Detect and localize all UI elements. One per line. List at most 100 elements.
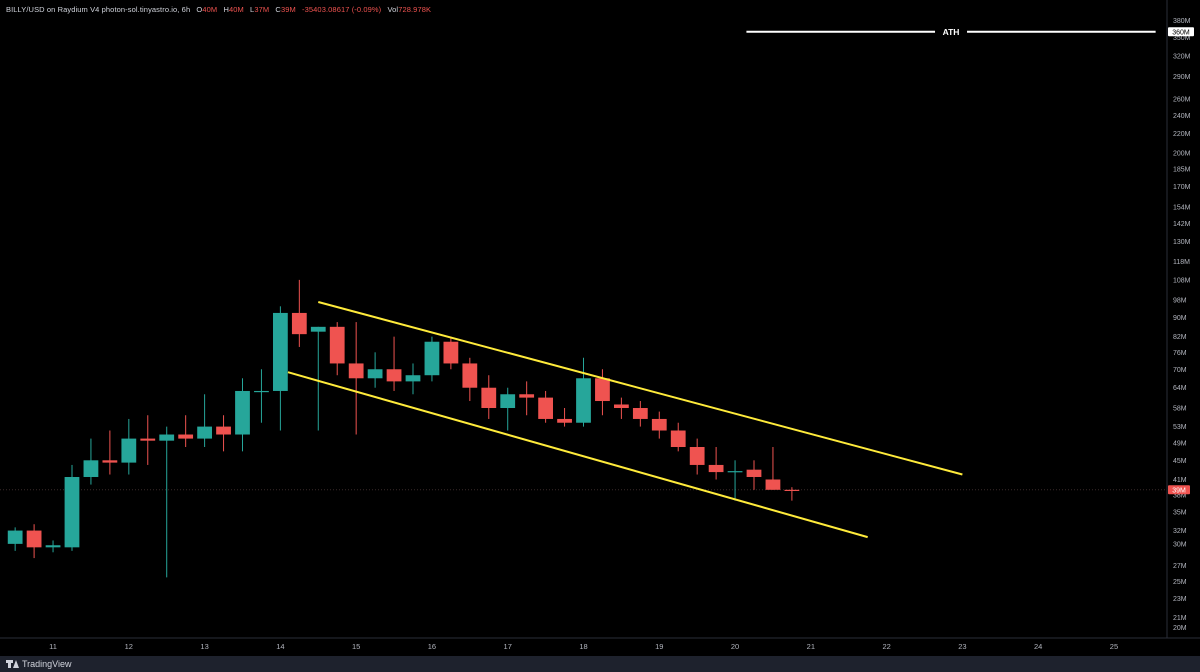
y-tick-label: 27M (1173, 563, 1187, 570)
y-tick-label: 20M (1173, 625, 1187, 632)
y-tick-label: 41M (1173, 477, 1187, 484)
y-tick-label: 76M (1173, 350, 1187, 357)
legend-low-value: 37M (254, 5, 270, 14)
legend-high-label: H (223, 5, 229, 14)
x-tick-label: 23 (958, 642, 966, 651)
candle-body (348, 363, 364, 379)
ath-price-tag (1168, 27, 1194, 37)
legend-low-label: L (250, 5, 255, 14)
symbol-legend: BILLY/USD on Raydium V4 photon-sol.tinya… (6, 5, 431, 14)
candle-body (178, 434, 194, 439)
candle-body (235, 390, 250, 435)
y-tick-label: 185M (1173, 166, 1191, 173)
y-tick-label: 35M (1173, 510, 1187, 517)
tradingview-brand[interactable]: TradingView (6, 659, 72, 669)
y-tick-label: 38M (1173, 493, 1187, 500)
candle-body (310, 326, 326, 332)
y-tick-label: 32M (1173, 528, 1187, 535)
candle-body (500, 394, 516, 409)
candle-body (651, 418, 667, 431)
x-tick-label: 17 (504, 642, 512, 651)
y-tick-label: 380M (1173, 18, 1191, 25)
candle-body (632, 408, 648, 419)
y-tick-label: 320M (1173, 54, 1191, 61)
y-tick-label: 240M (1173, 113, 1191, 120)
candle-body (83, 460, 99, 477)
y-tick-label: 30M (1173, 541, 1187, 548)
legend-symbol: BILLY/USD on Raydium V4 photon-sol.tinya… (6, 5, 191, 14)
candle-body (557, 418, 572, 423)
legend-open-value: 40M (202, 5, 218, 14)
candle-body (26, 530, 42, 548)
candle-body (595, 378, 610, 402)
candle-body (254, 390, 269, 393)
candle-body (670, 430, 686, 448)
candle-body (329, 326, 345, 364)
candle-body (64, 476, 80, 548)
y-tick-label: 21M (1173, 615, 1187, 622)
legend-open-label: O (196, 5, 203, 14)
ath-label: ATH (943, 27, 960, 37)
tradingview-logo-icon (6, 660, 19, 668)
candle-body (45, 545, 61, 548)
candle-body (159, 434, 175, 441)
candle-body (272, 312, 288, 391)
candle-body (386, 369, 402, 382)
candle-body (121, 438, 137, 463)
legend-close-label: C (275, 5, 281, 14)
candle-body (727, 471, 743, 473)
candle-body (367, 369, 383, 379)
y-tick-label: 220M (1173, 131, 1191, 138)
legend-volume-label: Vol (387, 5, 399, 14)
x-tick-label: 19 (655, 642, 663, 651)
candle-body (443, 341, 459, 364)
x-tick-label: 21 (807, 642, 815, 651)
y-tick-label: 118M (1173, 259, 1190, 266)
legend-high-value: 40M (228, 5, 244, 14)
y-tick-label: 350M (1173, 35, 1191, 42)
x-tick-label: 11 (49, 642, 57, 651)
candle-body (462, 363, 478, 388)
candle-body (689, 447, 705, 465)
trend-channel-line (287, 371, 868, 539)
x-tick-label: 14 (276, 642, 284, 651)
candle-body (765, 479, 781, 490)
y-tick-label: 154M (1173, 204, 1191, 211)
x-tick-label: 16 (428, 642, 436, 651)
brand-label: TradingView (22, 659, 72, 669)
candle-body (481, 387, 497, 409)
candle-body (7, 530, 23, 544)
chart-svg[interactable]: 20M 21M 23M 25M 27M 30M 32M 35M 38M 41M 45M 49M 53M 5… (0, 0, 1200, 656)
candle-body (102, 460, 118, 463)
candle-body (519, 394, 535, 398)
legend-close-value: 39M (280, 5, 296, 14)
x-tick-label: 24 (1034, 642, 1042, 651)
candle-body (291, 312, 307, 335)
footer-bar (0, 656, 1200, 672)
candle-body (746, 469, 762, 477)
candle-body (405, 375, 421, 382)
y-tick-label: 45M (1173, 458, 1187, 465)
candle-body (216, 426, 231, 435)
y-tick-label: 142M (1173, 221, 1191, 228)
y-tick-label: 49M (1173, 440, 1187, 447)
candle-body (708, 464, 724, 473)
legend-volume-value: 728.978K (398, 5, 432, 14)
x-tick-label: 13 (200, 642, 208, 651)
y-tick-label: 25M (1173, 579, 1187, 586)
candle-body (784, 489, 800, 491)
last-price-tag (1168, 485, 1190, 495)
y-tick-label: 58M (1173, 406, 1187, 413)
y-tick-label: 108M (1173, 277, 1191, 284)
last-price-label: 39M (1172, 487, 1186, 494)
y-tick-label: 98M (1173, 297, 1187, 304)
y-tick-label: 170M (1173, 184, 1191, 191)
x-tick-label: 25 (1110, 642, 1118, 651)
ath-price-label: 360M (1172, 29, 1190, 36)
candle-body (614, 404, 629, 409)
y-tick-label: 64M (1173, 385, 1187, 392)
y-tick-label: 260M (1173, 96, 1191, 103)
y-tick-label: 53M (1173, 424, 1187, 431)
x-tick-label: 15 (352, 642, 360, 651)
